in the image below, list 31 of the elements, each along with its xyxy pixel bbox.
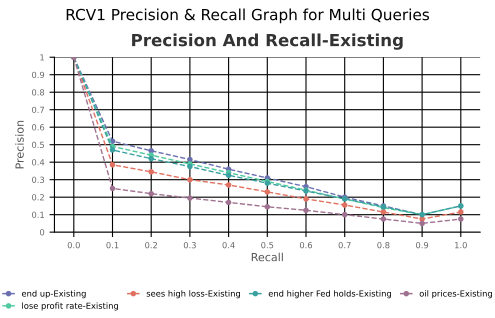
- x-tick-label: 0.7: [338, 242, 351, 248]
- y-tick-label: 0.3: [32, 176, 44, 183]
- y-tick-label: 0.1: [32, 212, 44, 218]
- y-tick-label: 0.8: [32, 89, 44, 96]
- legend-label: lose profit rate-Existing: [22, 302, 118, 310]
- y-tick-label: 0.4: [32, 159, 44, 166]
- legend-label: sees high loss-Existing: [146, 290, 240, 298]
- x-tick-label: 0.0: [68, 242, 80, 248]
- y-tick-label: 0.5: [32, 142, 44, 148]
- y-axis-title: Precision: [15, 120, 24, 168]
- legend-label: oil prices-Existing: [420, 290, 492, 298]
- legend-label: end higher Fed holds-Existing: [268, 290, 391, 298]
- x-tick-label: 0.8: [377, 242, 390, 248]
- x-tick-label: 0.6: [300, 242, 312, 248]
- y-tick-label: 0: [40, 229, 44, 236]
- legend-label: end up-Existing: [22, 290, 86, 298]
- y-tick-label: 0.6: [32, 124, 44, 130]
- x-tick-label: 1.0: [455, 242, 467, 248]
- x-tick-label: 0.2: [145, 242, 157, 248]
- y-tick-label: 0.9: [32, 72, 44, 78]
- x-tick-label: 0.9: [416, 242, 428, 248]
- x-tick-label: 0.4: [222, 242, 235, 248]
- y-tick-label: 0.7: [32, 106, 44, 113]
- y-tick-label: 1: [40, 54, 44, 60]
- x-axis-title: Recall: [252, 252, 283, 262]
- chart-subtitle: Precision And Recall-Existing: [132, 33, 403, 50]
- x-tick-label: 0.1: [106, 242, 118, 248]
- y-tick-label: 0.2: [32, 194, 44, 200]
- x-tick-label: 0.3: [184, 242, 196, 248]
- chart-title: RCV1 Precision & Recall Graph for Multi Queries: [66, 8, 430, 24]
- x-tick-label: 0.5: [261, 242, 274, 248]
